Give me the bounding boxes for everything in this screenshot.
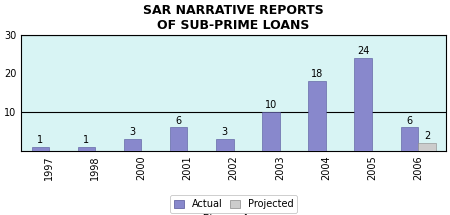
Bar	[262, 112, 280, 150]
Bar	[400, 127, 418, 150]
Text: 6: 6	[176, 116, 182, 126]
Text: 18: 18	[311, 69, 323, 80]
Text: Figure 4: Figure 4	[202, 213, 248, 215]
Bar	[418, 143, 436, 150]
Bar	[216, 139, 234, 150]
Title: SAR NARRATIVE REPORTS
OF SUB-PRIME LOANS: SAR NARRATIVE REPORTS OF SUB-PRIME LOANS	[143, 4, 324, 32]
Bar	[32, 147, 49, 150]
Text: 2: 2	[424, 131, 430, 141]
Text: 1: 1	[83, 135, 90, 145]
Bar	[308, 81, 326, 150]
Bar	[124, 139, 141, 150]
Text: 6: 6	[406, 116, 413, 126]
Text: 10: 10	[265, 100, 277, 110]
Bar	[170, 127, 188, 150]
Bar	[78, 147, 95, 150]
Text: 24: 24	[357, 46, 369, 56]
Text: 3: 3	[130, 127, 135, 137]
Legend: Actual, Projected: Actual, Projected	[170, 195, 297, 213]
Text: 1: 1	[37, 135, 43, 145]
Bar	[355, 58, 372, 150]
Text: 3: 3	[222, 127, 228, 137]
